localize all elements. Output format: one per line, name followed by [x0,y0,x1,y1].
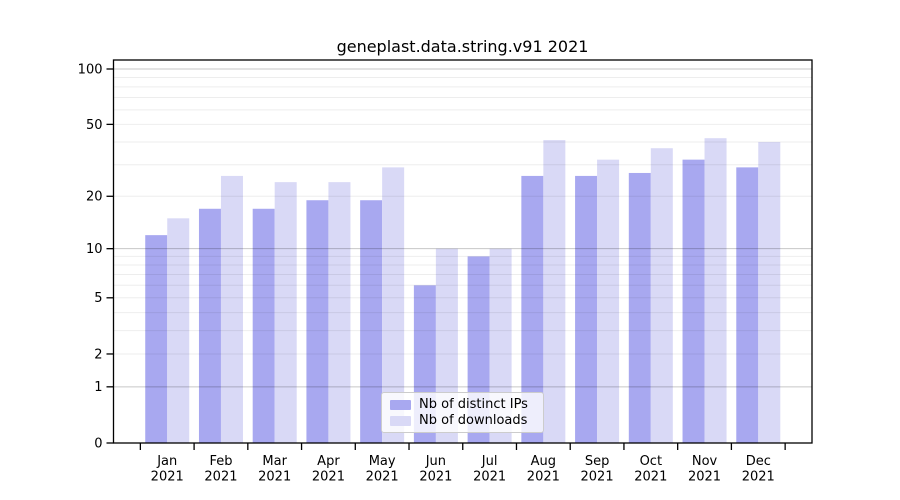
x-tick-label-sep: Sep 2021 [581,454,614,485]
x-tick-label-dec: Dec 2021 [742,454,775,485]
bar-downloads-sep [597,159,620,443]
bar-downloads-mar [274,182,297,443]
bar-downloads-jan [167,218,190,443]
bar-ips-aug [521,175,544,444]
x-tick-label-apr: Apr 2021 [312,454,345,485]
bar-downloads-nov [704,138,727,443]
y-tick-label: 20 [86,190,103,205]
bar-ips-oct [628,172,651,443]
x-tick-label-nov: Nov 2021 [688,454,721,485]
y-tick-label: 1 [94,380,102,395]
y-tick-label: 5 [94,291,102,306]
x-tick-label-jun: Jun 2021 [419,454,452,485]
bar-ips-mar [252,208,275,443]
y-tick-label: 100 [78,62,103,77]
bar-ips-nov [682,159,705,443]
chart-title: geneplast.data.string.v91 2021 [336,37,589,56]
bar-downloads-may [382,167,405,443]
x-tick-label-mar: Mar 2021 [258,454,291,485]
x-tick-label-jul: Jul 2021 [473,454,506,485]
bar-downloads-apr [328,182,351,443]
bar-downloads-dec [758,142,781,443]
x-tick-label-may: May 2021 [366,454,399,485]
bar-ips-apr [306,200,329,443]
legend-item-downloads: Nb of downloads [390,414,535,428]
bar-downloads-oct [650,148,673,443]
legend: Nb of distinct IPs Nb of downloads [381,392,544,433]
x-tick-label-oct: Oct 2021 [634,454,667,485]
x-tick-label-feb: Feb 2021 [204,454,237,485]
legend-label-distinct-ips: Nb of distinct IPs [419,397,528,412]
y-tick-label: 0 [94,436,102,451]
y-tick-label: 2 [94,347,102,362]
legend-item-distinct-ips: Nb of distinct IPs [390,398,535,412]
bar-ips-dec [736,167,759,443]
bar-ips-jan [145,235,168,443]
legend-swatch-distinct-ips [390,400,411,410]
y-tick-label: 10 [86,242,103,257]
x-tick-label-aug: Aug 2021 [527,454,560,485]
legend-swatch-downloads [390,416,411,426]
bar-ips-may [360,200,383,443]
bar-downloads-feb [220,175,243,444]
bar-downloads-aug [543,140,566,443]
y-tick-label: 50 [86,118,103,133]
legend-label-downloads: Nb of downloads [419,413,528,428]
x-tick-label-jan: Jan 2021 [151,454,184,485]
bar-ips-feb [198,208,221,443]
bar-ips-sep [575,175,598,444]
